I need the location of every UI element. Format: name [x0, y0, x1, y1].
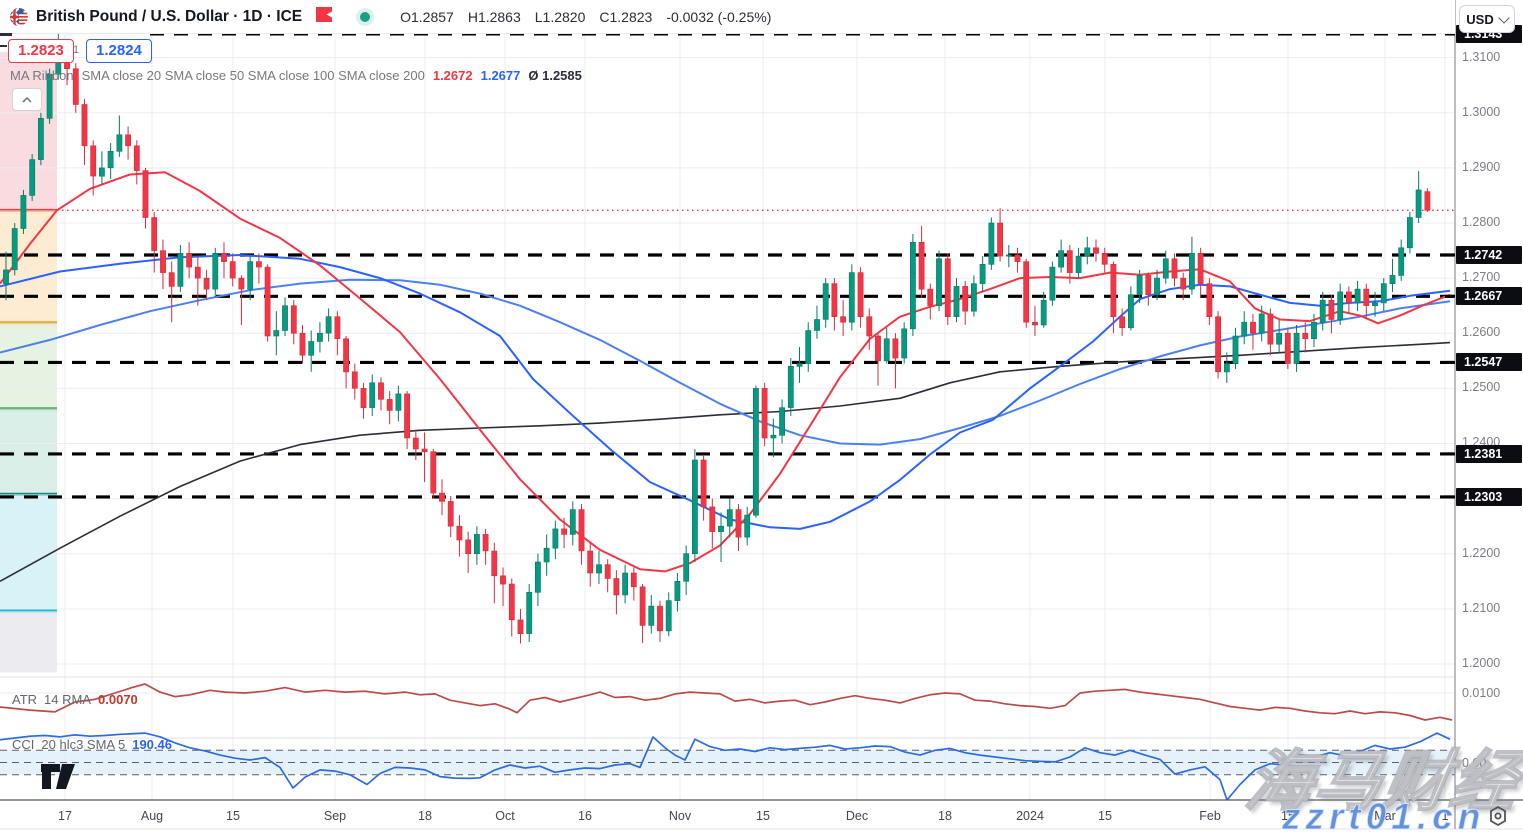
ma-ribbon-average: Ø 1.2585 [528, 68, 582, 83]
atr-params: 14 RMA [44, 692, 92, 707]
bar-countdown: 1 [73, 44, 80, 56]
price-level-tag: 1.2381 [1456, 445, 1522, 463]
ma-ribbon-params: SMA close 20 SMA close 50 SMA close 100 … [81, 68, 425, 83]
gbpusd-flag-icon [10, 7, 28, 26]
time-axis-label: Oct [495, 809, 515, 823]
panel-axis-label: 0.00 [1462, 756, 1487, 770]
price-axis-label: 1.3100 [1462, 50, 1501, 64]
panel-axis-label: 0.0100 [1462, 686, 1501, 700]
ma-ribbon-legend[interactable]: MA Ribbon SMA close 20 SMA close 50 SMA … [10, 68, 582, 83]
cci-params: 20 hlc3 SMA 5 [41, 737, 126, 752]
currency-unit-label: USD [1466, 11, 1494, 27]
atr-name: ATR [12, 692, 38, 707]
ohlc-close: C1.2823 [599, 8, 653, 25]
symbol-title[interactable]: British Pound / U.S. Dollar · 1D · ICE [36, 7, 303, 25]
flag-marker-icon[interactable] [316, 6, 333, 27]
time-axis-label: Aug [140, 809, 164, 823]
time-axis-label: 18 [938, 809, 952, 823]
price-axis-label: 1.2100 [1462, 601, 1501, 615]
time-axis-label: Feb [1199, 809, 1221, 823]
time-axis-label: Dec [845, 809, 869, 823]
price-axis-label: 1.2900 [1462, 160, 1501, 174]
time-axis-label: 2024 [1016, 809, 1044, 823]
time-axis-label: 18 [418, 809, 432, 823]
price-axis-label: 1.3000 [1462, 105, 1501, 119]
price-level-tag: 1.2667 [1456, 287, 1522, 305]
currency-unit-button[interactable]: USD [1459, 5, 1515, 33]
ohlc-high: H1.2863 [467, 8, 521, 25]
left-edge-mark [0, 33, 12, 36]
price-axis-label: 1.2600 [1462, 325, 1501, 339]
ohlc-readout: O1.2857 H1.2863 L1.2820 C1.2823 -0.0032 … [400, 9, 771, 25]
time-axis-label: 17 [58, 809, 72, 823]
chart-toolbar: British Pound / U.S. Dollar · 1D · ICE O… [0, 0, 1455, 34]
price-axis-label: 1.2700 [1462, 270, 1501, 284]
time-axis-label: 1 [1441, 809, 1449, 823]
time-axis-label: 15 [1281, 809, 1295, 823]
atr-legend[interactable]: ATR 14 RMA 0.0070 [12, 692, 138, 707]
price-level-tag: 1.2303 [1456, 488, 1522, 506]
settings-gear-icon[interactable] [1487, 805, 1509, 832]
ohlc-low: L1.2820 [534, 8, 586, 25]
time-axis-label: Nov [668, 809, 692, 823]
time-axis-label: 15 [756, 809, 770, 823]
ma-ribbon-title: MA Ribbon [10, 68, 74, 83]
collapse-legend-button[interactable] [12, 88, 42, 111]
price-axis-label: 1.2800 [1462, 215, 1501, 229]
left-edge-mark [0, 45, 7, 47]
bid-price-label[interactable]: 1.2823 [8, 39, 74, 63]
watermark-site-url: zzrt01.cn [1281, 796, 1486, 835]
cci-value: 190.46 [132, 737, 172, 752]
time-axis-label: 16 [578, 809, 592, 823]
time-axis-label: 15 [1098, 809, 1112, 823]
price-axis-label: 1.2200 [1462, 546, 1501, 560]
time-axis-label: Mar [1374, 809, 1396, 823]
cci-legend[interactable]: CCI 20 hlc3 SMA 5 190.46 [12, 737, 172, 752]
time-axis-label: Sep [323, 809, 347, 823]
atr-value: 0.0070 [98, 692, 138, 707]
time-axis-label: 15 [226, 809, 240, 823]
price-level-tag: 1.2547 [1456, 353, 1522, 371]
ohlc-change: -0.0032 (-0.25%) [666, 8, 772, 25]
tradingview-logo[interactable] [40, 763, 78, 795]
ma-ribbon-value-sma50: 1.2677 [480, 68, 521, 83]
price-axis-label: 1.2500 [1462, 380, 1501, 394]
price-axis-label: 1.2000 [1462, 656, 1501, 670]
market-status-icon[interactable] [356, 7, 375, 26]
price-level-tag: 1.2742 [1456, 246, 1522, 264]
cci-name: CCI [12, 737, 35, 752]
chevron-down-icon [1498, 11, 1510, 24]
ma-ribbon-value-sma20: 1.2672 [432, 68, 473, 83]
chevron-up-icon [22, 96, 32, 103]
ohlc-open: O1.2857 [400, 8, 454, 25]
ask-price-label[interactable]: 1.2824 [86, 39, 152, 63]
